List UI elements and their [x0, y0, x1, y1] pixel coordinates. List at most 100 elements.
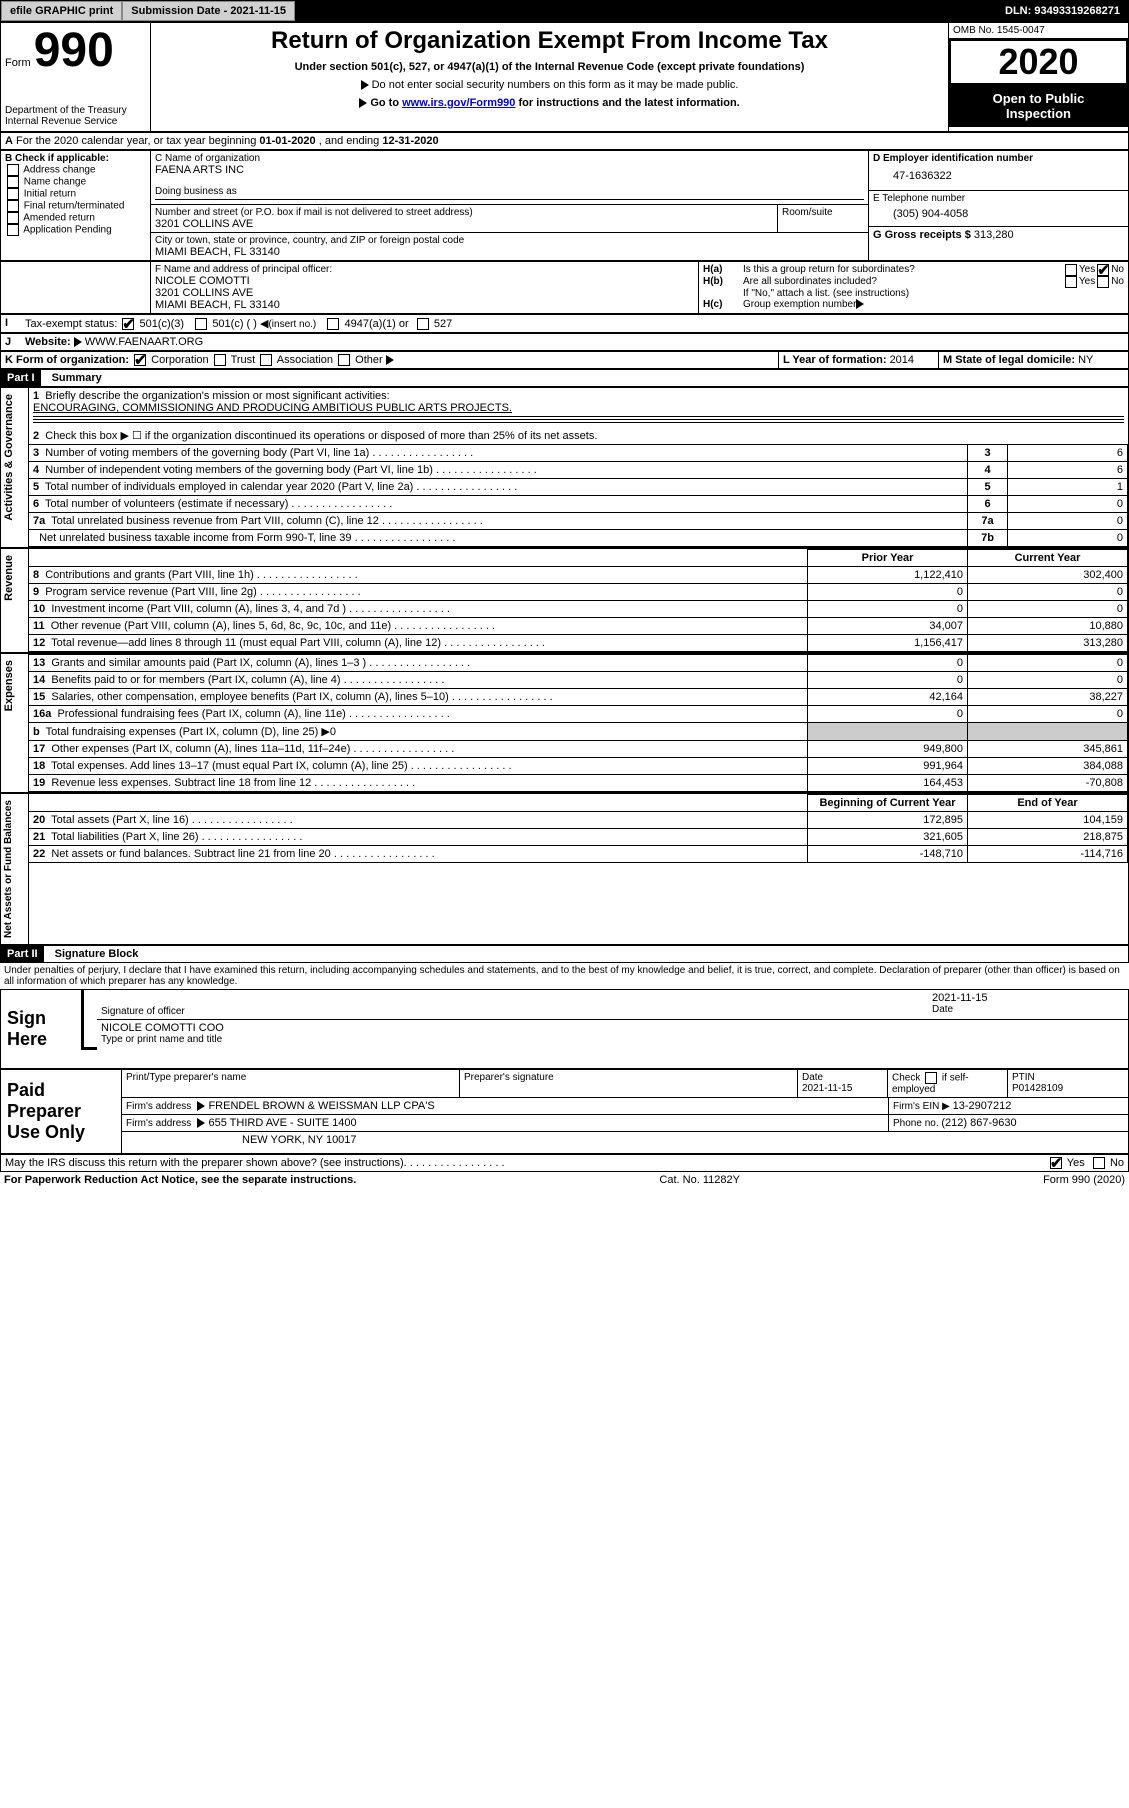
- goto-pre: Go to: [370, 97, 402, 109]
- chk-application-pending[interactable]: [7, 224, 19, 236]
- opt-corporation: Corporation: [151, 354, 208, 366]
- line-a-begin: 01-01-2020: [259, 135, 315, 147]
- submission-date-button[interactable]: Submission Date - 2021-11-15: [122, 1, 295, 21]
- sign-here-row: Sign Here Signature of officer 2021-11-1…: [0, 989, 1129, 1069]
- chk-discuss-yes[interactable]: [1050, 1157, 1062, 1169]
- sign-here-label: Sign Here: [1, 990, 81, 1068]
- org-city: MIAMI BEACH, FL 33140: [155, 246, 864, 258]
- vlabel-netassets: Net Assets or Fund Balances: [1, 794, 16, 944]
- chk-amended-return[interactable]: [7, 212, 19, 224]
- chk-name-change[interactable]: [7, 176, 19, 188]
- sign-date-label: Date: [932, 1004, 1124, 1015]
- dln-label: DLN: 93493319268271: [997, 2, 1128, 20]
- box-g-label: G Gross receipts $: [873, 229, 974, 241]
- form-header: Form 990 Department of the Treasury Inte…: [0, 22, 1129, 132]
- chk-trust[interactable]: [214, 354, 226, 366]
- form-number: 990: [34, 24, 114, 77]
- chk-address-change[interactable]: [7, 164, 19, 176]
- chk-association[interactable]: [260, 354, 272, 366]
- firm-addr2: NEW YORK, NY 10017: [122, 1132, 1128, 1148]
- form-label: Form: [5, 57, 31, 69]
- discuss-q: May the IRS discuss this return with the…: [5, 1157, 404, 1169]
- ha-text: Is this a group return for subordinates?: [743, 264, 1063, 276]
- opt-4947: 4947(a)(1) or: [344, 318, 408, 330]
- ein-value: 47-1636322: [873, 164, 1124, 188]
- chk-501c3[interactable]: [122, 318, 134, 330]
- triangle-icon: [74, 337, 82, 347]
- gov-table: 3 Number of voting members of the govern…: [29, 444, 1128, 547]
- opt-initial-return: Initial return: [24, 189, 76, 200]
- chk-discuss-no[interactable]: [1093, 1157, 1105, 1169]
- chk-corporation[interactable]: [134, 354, 146, 366]
- room-suite-label: Room/suite: [778, 205, 868, 232]
- part2-header: Part II Signature Block: [0, 945, 1129, 963]
- officer-city: MIAMI BEACH, FL 33140: [155, 299, 694, 311]
- omb-number: OMB No. 1545-0047: [949, 23, 1128, 39]
- website-label: Website:: [25, 336, 71, 348]
- hc-text: Group exemption number: [743, 299, 856, 310]
- form-org-label: K Form of organization:: [5, 354, 129, 366]
- chk-ha-yes[interactable]: [1065, 264, 1077, 276]
- opt-501c3: 501(c)(3): [139, 318, 184, 330]
- klm-row: K Form of organization: Corporation Trus…: [0, 351, 1129, 369]
- line-a-end: 12-31-2020: [382, 135, 438, 147]
- box-f-label: F Name and address of principal officer:: [155, 264, 694, 275]
- perjury-text: Under penalties of perjury, I declare th…: [0, 963, 1129, 989]
- triangle-icon: [361, 80, 369, 90]
- city-label: City or town, state or province, country…: [155, 235, 864, 246]
- irs-link[interactable]: www.irs.gov/Form990: [402, 97, 515, 109]
- discuss-row: May the IRS discuss this return with the…: [0, 1154, 1129, 1172]
- chk-hb-no[interactable]: [1097, 276, 1109, 288]
- line-a-mid: , and ending: [316, 135, 383, 147]
- chk-final-return[interactable]: [7, 200, 19, 212]
- current-year-header: Current Year: [968, 550, 1128, 567]
- netassets-table: Beginning of Current YearEnd of Year 20 …: [29, 794, 1128, 863]
- check-self-label: Check: [892, 1073, 920, 1084]
- officer-row: F Name and address of principal officer:…: [0, 261, 1129, 314]
- chk-self-employed[interactable]: [925, 1072, 937, 1084]
- hc-label: H(c): [703, 299, 743, 310]
- triangle-icon: [197, 1101, 205, 1111]
- chk-other[interactable]: [338, 354, 350, 366]
- part2-bar: Part II: [1, 946, 44, 962]
- officer-name: NICOLE COMOTTI: [155, 275, 694, 287]
- expenses-section: Expenses 13 Grants and similar amounts p…: [0, 653, 1129, 793]
- part1-header: Part I Summary: [0, 369, 1129, 387]
- chk-hb-yes[interactable]: [1065, 276, 1077, 288]
- q2-label: Check this box ▶ ☐ if the organization d…: [45, 430, 597, 442]
- chk-initial-return[interactable]: [7, 188, 19, 200]
- phone-value: (305) 904-4058: [873, 204, 1124, 224]
- insert-no: (insert no.): [268, 319, 316, 330]
- org-address: 3201 COLLINS AVE: [155, 218, 773, 230]
- hb-text: Are all subordinates included?: [743, 276, 1063, 288]
- chk-4947[interactable]: [327, 318, 339, 330]
- firm-addr-label: Firm's address: [126, 1101, 191, 1112]
- vlabel-expenses: Expenses: [1, 654, 17, 717]
- q1-label: Briefly describe the organization's miss…: [45, 390, 389, 402]
- firm-phone-label: Phone no.: [893, 1118, 941, 1129]
- firm-phone: (212) 867-9630: [941, 1117, 1016, 1129]
- opt-application-pending: Application Pending: [23, 225, 111, 236]
- year-formation: 2014: [890, 354, 914, 366]
- chk-501c[interactable]: [195, 318, 207, 330]
- ha-yes: Yes: [1079, 264, 1095, 276]
- name-title-label: Type or print name and title: [101, 1034, 1124, 1045]
- revenue-section: Revenue Prior YearCurrent Year 8 Contrib…: [0, 548, 1129, 653]
- efile-graphic-print-button[interactable]: efile GRAPHIC print: [1, 1, 122, 21]
- firm-addr-label2: Firm's address: [126, 1118, 191, 1129]
- end-year-header: End of Year: [968, 795, 1128, 812]
- discuss-yes: Yes: [1067, 1157, 1085, 1169]
- firm-addr1: 655 THIRD AVE - SUITE 1400: [208, 1117, 356, 1129]
- chk-527[interactable]: [417, 318, 429, 330]
- h-note: If "No," attach a list. (see instruction…: [703, 288, 1124, 299]
- firm-ein: 13-2907212: [953, 1100, 1012, 1112]
- preparer-name-label: Print/Type preparer's name: [122, 1070, 460, 1097]
- expenses-table: 13 Grants and similar amounts paid (Part…: [29, 654, 1128, 792]
- dba-label: Doing business as: [155, 186, 864, 197]
- tax-year: 2020: [949, 39, 1128, 85]
- firm-name: FRENDEL BROWN & WEISSMAN LLP CPA'S: [208, 1100, 434, 1112]
- vlabel-revenue: Revenue: [1, 549, 17, 607]
- opt-association: Association: [277, 354, 333, 366]
- opt-527: 527: [434, 318, 452, 330]
- chk-ha-no[interactable]: [1097, 264, 1109, 276]
